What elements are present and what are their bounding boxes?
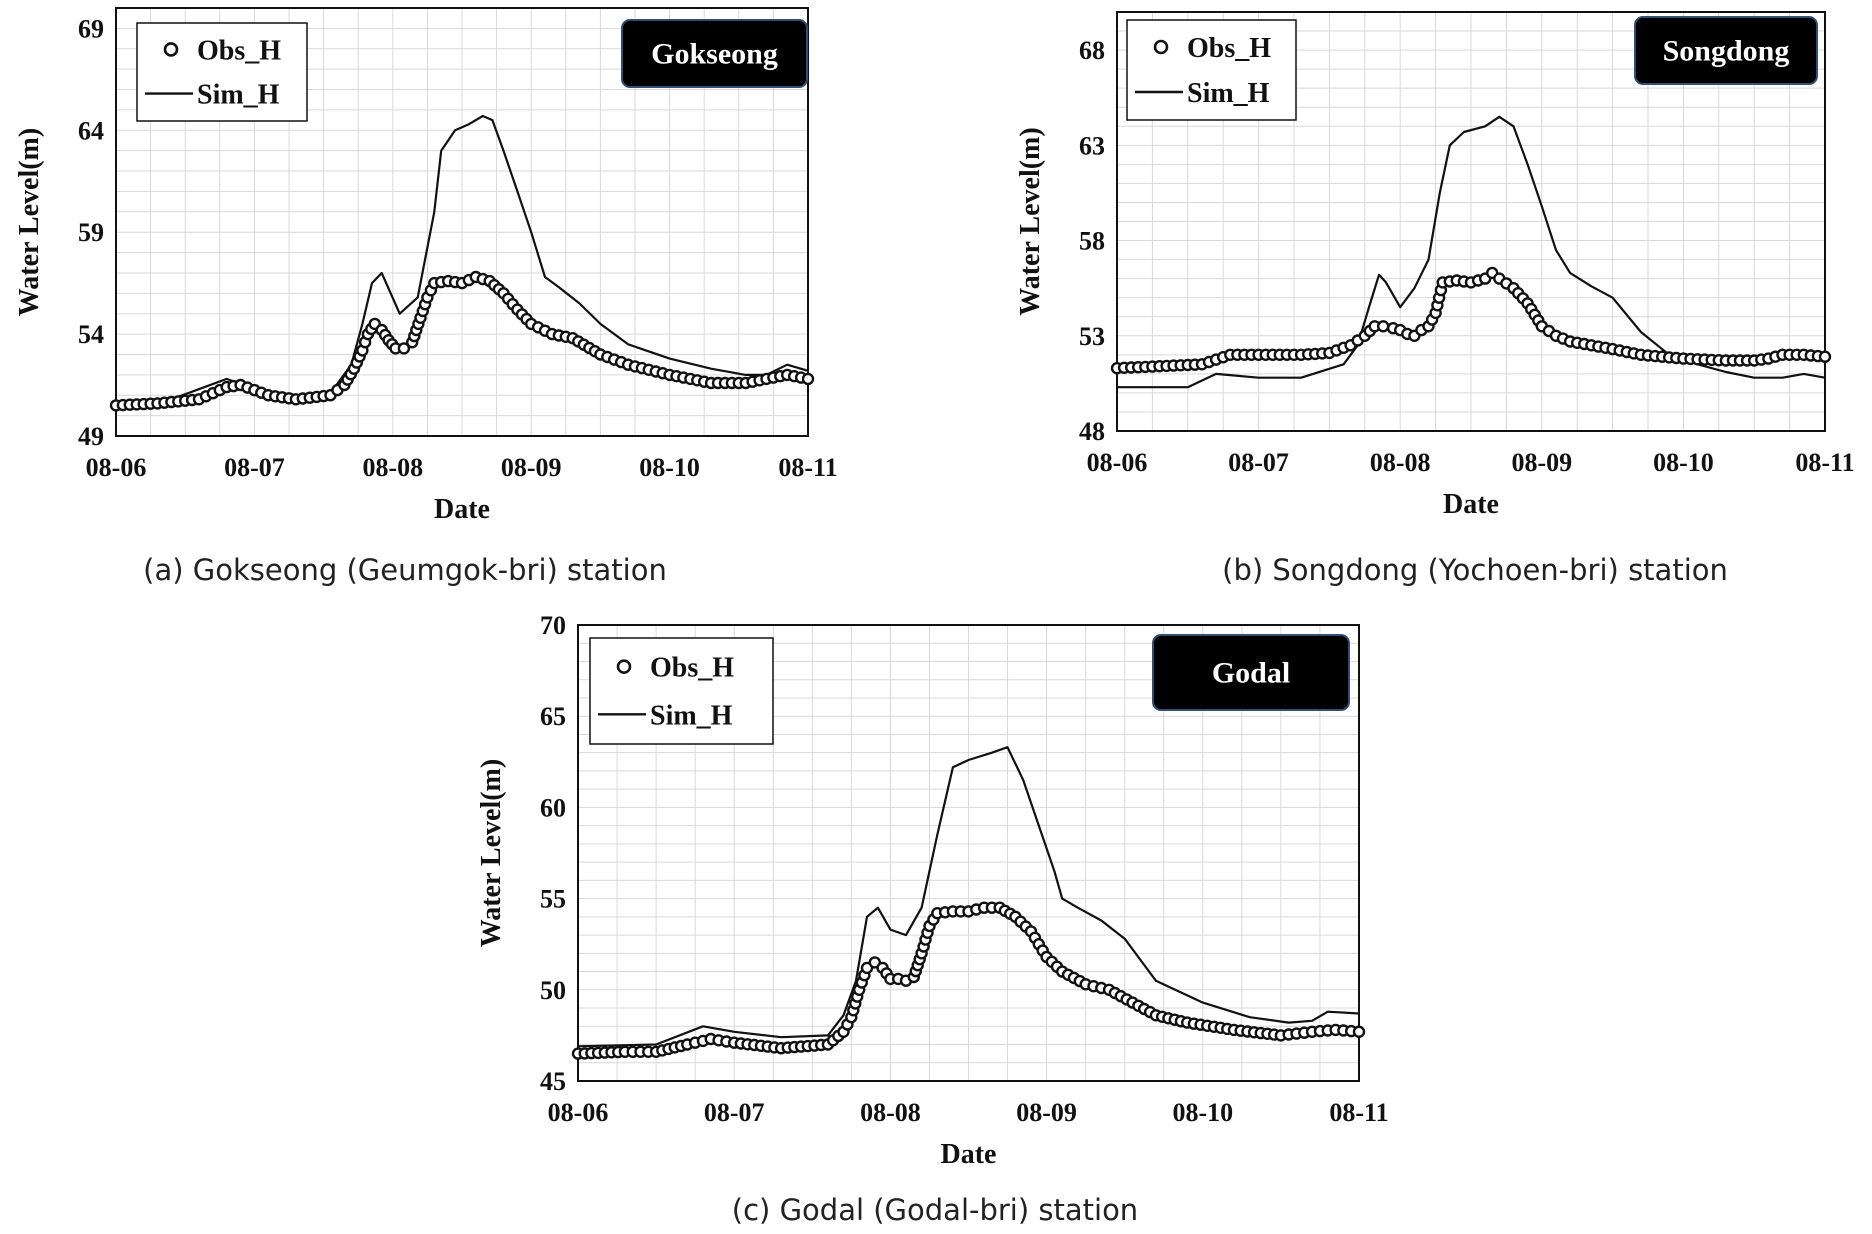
- obs-h-point: [1352, 1025, 1366, 1038]
- station-badge: Godal: [1152, 634, 1350, 711]
- y-axis-title: Water Level(m): [14, 128, 45, 316]
- x-tick-label: 08-06: [548, 1098, 609, 1127]
- y-tick-label: 65: [540, 702, 566, 731]
- y-tick-label: 45: [540, 1067, 566, 1096]
- station-badge: Songdong: [1634, 16, 1818, 85]
- legend-label-sim: Sim_H: [197, 80, 280, 111]
- caption-a: (a) Gokseong (Geumgok-bri) station: [143, 553, 667, 587]
- legend: Obs_H Sim_H: [589, 637, 774, 745]
- legend-label-sim: Sim_H: [1187, 78, 1270, 109]
- plot-frame: [577, 624, 1360, 1082]
- y-tick-label: 63: [1079, 131, 1105, 160]
- x-tick-label: 08-09: [501, 453, 562, 482]
- x-tick-label: 08-07: [224, 453, 285, 482]
- y-tick-label: 70: [540, 611, 566, 640]
- legend: Obs_H Sim_H: [136, 22, 308, 122]
- x-tick-label: 08-08: [860, 1098, 921, 1127]
- y-tick-label: 69: [78, 14, 104, 43]
- series-obs-h: [571, 901, 1366, 1060]
- x-tick-label: 08-10: [1653, 448, 1714, 477]
- series-sim-h-line: [577, 746, 1360, 1048]
- x-tick-label: 08-11: [778, 453, 837, 482]
- y-tick-label: 49: [78, 422, 104, 451]
- y-tick-label: 60: [540, 793, 566, 822]
- x-tick-label: 08-10: [1172, 1098, 1233, 1127]
- chart-a-svg: 49 54 59 64 69 08-06 08-07 08-08 08-09 08-10 08-11…: [14, 7, 838, 525]
- x-tick-label: 08-09: [1016, 1098, 1077, 1127]
- x-tick-label: 08-06: [86, 453, 147, 482]
- station-badge-box: [1152, 634, 1350, 711]
- station-badge-box: [621, 19, 808, 88]
- obs-h-point: [1818, 350, 1832, 363]
- x-tick-label: 08-11: [1329, 1098, 1388, 1127]
- chart-panel-a: 49 54 59 64 69 08-06 08-07 08-08 08-09 08-10 08-11…: [0, 0, 860, 600]
- station-badge-box: [1634, 16, 1818, 85]
- caption-c: (c) Godal (Godal-bri) station: [731, 1193, 1139, 1227]
- chart-panel-b: 48 53 58 63 68 08-06 08-07 08-08 08-09 08-10 08-11…: [0, 0, 1872, 600]
- legend-box: [589, 637, 774, 745]
- legend-obs-marker: [1153, 39, 1169, 55]
- x-axis-title: Date: [941, 1139, 997, 1170]
- caption-b: (b) Songdong (Yochoen-bri) station: [1222, 553, 1728, 587]
- station-label: Songdong: [1663, 35, 1790, 68]
- y-tick-label: 54: [78, 320, 104, 349]
- x-tick-label: 08-08: [1370, 448, 1431, 477]
- x-tick-label: 08-09: [1511, 448, 1572, 477]
- station-label: Godal: [1212, 657, 1290, 690]
- x-tick-label: 08-07: [1228, 448, 1289, 477]
- plot-frame: [115, 7, 809, 437]
- legend-label-obs: Obs_H: [650, 653, 734, 684]
- x-tick-label: 08-06: [1087, 448, 1148, 477]
- y-tick-label: 55: [540, 885, 566, 914]
- series-obs-h: [109, 270, 815, 412]
- y-tick-label: 58: [1079, 227, 1105, 256]
- legend-obs-marker: [616, 659, 632, 674]
- legend-label-sim: Sim_H: [650, 700, 733, 731]
- legend-label-obs: Obs_H: [1187, 33, 1271, 64]
- y-tick-label: 50: [540, 976, 566, 1005]
- station-label: Gokseong: [651, 38, 778, 71]
- x-tick-label: 08-07: [704, 1098, 765, 1127]
- x-axis-title: Date: [434, 494, 490, 525]
- y-tick-label: 53: [1079, 322, 1105, 351]
- x-tick-label: 08-11: [1795, 448, 1854, 477]
- y-tick-label: 64: [78, 116, 104, 145]
- y-tick-label: 68: [1079, 36, 1105, 65]
- legend-obs-marker: [163, 42, 179, 57]
- legend-box: [1126, 19, 1297, 121]
- y-axis-title: Water Level(m): [1015, 127, 1046, 315]
- station-badge: Gokseong: [621, 19, 808, 88]
- obs-h-point: [397, 342, 411, 355]
- legend-box: [136, 22, 308, 122]
- y-axis-title: Water Level(m): [476, 759, 507, 947]
- obs-h-point: [801, 372, 815, 386]
- y-tick-label: 59: [78, 218, 104, 247]
- plot-frame: [1116, 11, 1826, 432]
- x-tick-label: 08-10: [639, 453, 700, 482]
- chart-b-svg: 48 53 58 63 68 08-06 08-07 08-08 08-09 08-10 08-11…: [1015, 11, 1855, 520]
- legend-label-obs: Obs_H: [197, 35, 281, 66]
- x-tick-label: 08-08: [362, 453, 423, 482]
- series-obs-h: [1110, 266, 1832, 375]
- y-tick-label: 48: [1079, 417, 1105, 446]
- x-axis-title: Date: [1443, 489, 1499, 520]
- legend: Obs_H Sim_H: [1126, 19, 1297, 121]
